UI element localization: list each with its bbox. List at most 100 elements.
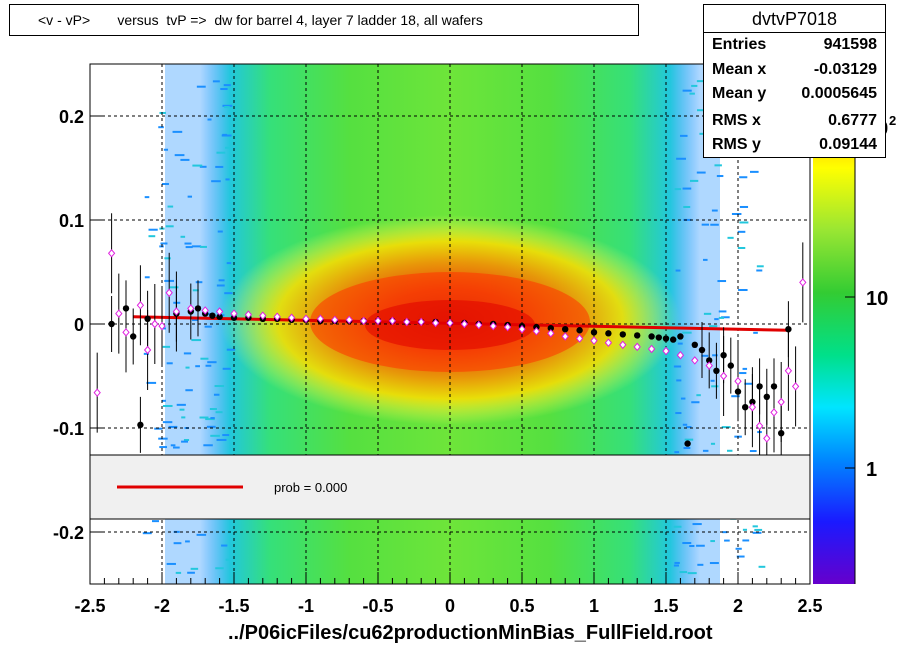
heatmap-bin (166, 362, 173, 365)
heatmap-bin (716, 175, 724, 178)
heatmap-bin (164, 257, 171, 260)
heatmap-bin (711, 209, 718, 212)
y-tick-label: -0.1 (53, 419, 84, 439)
heatmap-bin (756, 265, 764, 268)
profile-point-magenta (547, 329, 555, 338)
profile-point-magenta (619, 340, 627, 350)
heatmap-bin (682, 187, 692, 190)
heatmap-bin (718, 316, 725, 319)
heatmap-bin (696, 80, 704, 83)
x-tick-label: 1.5 (653, 596, 678, 616)
heatmap-bin (166, 562, 176, 565)
heatmap-bin (148, 235, 156, 238)
heatmap-bin (680, 397, 686, 400)
heatmap-bin (187, 195, 193, 198)
profile-point-magenta (518, 324, 526, 334)
heatmap-bin (180, 235, 186, 238)
profile-point-magenta (590, 336, 598, 345)
stats-value: 0.09144 (819, 136, 877, 153)
heatmap-bin (735, 547, 742, 550)
heatmap-bin (675, 412, 682, 415)
heatmap-bin (183, 438, 190, 441)
heatmap-bin (697, 109, 705, 112)
profile-point-black (137, 421, 144, 429)
profile-point-black (634, 332, 641, 339)
heatmap-bin (161, 399, 166, 402)
heatmap-bin (217, 230, 223, 233)
heatmap-bin (187, 571, 195, 574)
heatmap-bin (714, 318, 719, 321)
profile-point-magenta (345, 315, 353, 325)
profile-point-magenta (705, 361, 713, 370)
profile-point-black (605, 330, 612, 337)
heatmap-bin (143, 352, 149, 355)
heatmap-bin (206, 425, 216, 428)
profile-point-magenta (799, 278, 807, 287)
profile-point-black (562, 326, 569, 333)
heatmap-bin (226, 262, 232, 265)
heatmap-bin (673, 365, 682, 368)
profile-point-magenta (662, 346, 670, 356)
profile-point-black (698, 346, 706, 354)
y-tick-label: 0 (74, 315, 84, 335)
heatmap-bin (218, 279, 225, 282)
profile-point-magenta (647, 344, 656, 354)
heatmap-bin (703, 258, 708, 261)
heatmap-bin (162, 421, 173, 424)
heatmap-bin (205, 418, 215, 421)
profile-point-black (655, 334, 662, 341)
heatmap-bin (749, 450, 757, 453)
heatmap-bin (159, 446, 167, 449)
profile-point-black (785, 326, 792, 333)
profile-point-magenta (215, 307, 224, 316)
heatmap-bin (174, 154, 185, 157)
heatmap-bin (709, 562, 719, 565)
heatmap-bin (168, 425, 178, 428)
profile-point-magenta (201, 306, 209, 315)
palette-tick-label: 1 (866, 459, 877, 481)
heatmap-bin (754, 528, 763, 531)
heatmap-bin (679, 571, 688, 574)
stats-key: Mean y (712, 85, 767, 102)
heatmap-bin (199, 416, 209, 419)
stats-row-entries: Entries 941598 (712, 36, 877, 58)
profile-point-magenta (575, 334, 584, 343)
x-tick-label: -2 (154, 596, 170, 616)
profile-point-magenta (604, 338, 613, 347)
heatmap-bin (710, 540, 715, 543)
heatmap-bin (184, 242, 192, 245)
heatmap-bin (675, 269, 681, 272)
heatmap-bin (185, 246, 193, 249)
heatmap-bin (144, 196, 150, 199)
heatmap-bin (736, 555, 745, 558)
profile-point-magenta (561, 332, 569, 341)
heatmap-bin (146, 381, 157, 384)
heatmap-bin (689, 92, 695, 95)
heatmap-bin (222, 367, 231, 370)
profile-point-magenta (93, 388, 101, 397)
heatmap-bin (172, 130, 183, 133)
heatmap-bin (724, 539, 730, 542)
stats-value: 0.6777 (828, 112, 877, 129)
heatmap-bin (696, 394, 701, 397)
profile-point-magenta (302, 314, 310, 324)
profile-point-magenta (784, 366, 793, 376)
profile-point-black (742, 404, 749, 411)
profile-point-magenta (532, 327, 541, 336)
heatmap-bin (710, 223, 719, 226)
heatmap-bin (183, 352, 192, 355)
profile-point-black (727, 362, 734, 369)
x-tick-label: 1 (589, 596, 599, 616)
heatmap-bin (225, 146, 235, 149)
heatmap-bin (739, 372, 747, 375)
heatmap-bin (739, 221, 749, 224)
profile-point-magenta (763, 434, 771, 443)
heatmap-bin (214, 385, 225, 388)
stats-key: Mean x (712, 61, 767, 78)
profile-point-magenta (748, 402, 757, 412)
stats-row-rms-y: RMS y 0.09144 (712, 136, 877, 158)
profile-point-magenta (770, 408, 778, 417)
palette-exponent: 2 (889, 113, 896, 128)
heatmap-bin (676, 157, 686, 160)
